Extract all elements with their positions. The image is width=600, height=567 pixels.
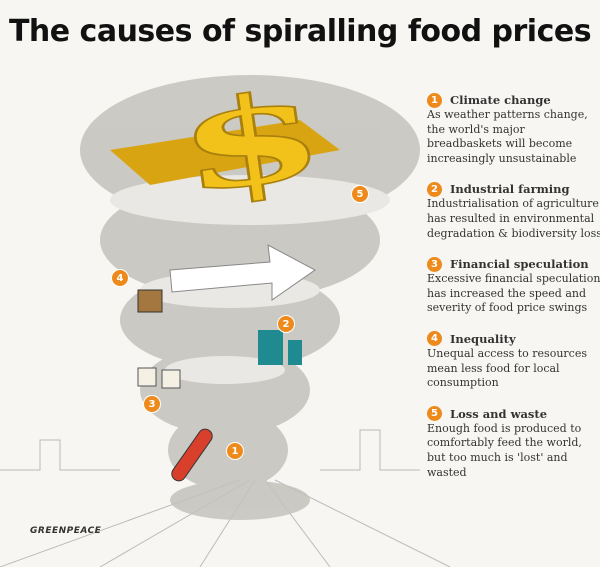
dice-icon bbox=[137, 367, 181, 389]
cause-text: Industrialisation of agriculture has res… bbox=[427, 197, 600, 240]
cause-heading: Loss and waste bbox=[450, 406, 548, 421]
cause-text: Enough food is produced to comfortably f… bbox=[427, 421, 582, 479]
greenpeace-logo: GREENPEACE bbox=[30, 526, 102, 536]
cause-item: 4 Inequality Unequal access to resources … bbox=[427, 331, 600, 391]
number-badge: 2 bbox=[427, 181, 442, 197]
city-skyline bbox=[0, 429, 451, 567]
cause-heading: Industrial farming bbox=[450, 182, 570, 197]
cause-text: Excessive financial speculation has incr… bbox=[427, 272, 600, 315]
cause-text: Unequal access to resources mean less fo… bbox=[427, 346, 587, 390]
cause-item: 2 Industrial farming Industrialisation of… bbox=[427, 181, 600, 241]
cause-item: 1 Climate change As weather patterns chan… bbox=[427, 92, 600, 166]
tractor-icon bbox=[258, 330, 302, 365]
marker-3: 3 bbox=[143, 395, 161, 413]
thermometer-icon bbox=[171, 428, 213, 482]
marker-2: 2 bbox=[277, 315, 295, 333]
number-badge: 1 bbox=[427, 92, 442, 108]
page-title: The causes of spiralling food prices bbox=[8, 14, 592, 49]
marker-5: 5 bbox=[351, 185, 369, 203]
cause-heading: Climate change bbox=[450, 93, 551, 107]
number-badge: 4 bbox=[427, 331, 442, 347]
dollar-sign-icon: $ bbox=[110, 61, 340, 223]
cause-heading: Inequality bbox=[450, 331, 516, 346]
number-badge: 3 bbox=[427, 256, 442, 272]
cause-heading: Financial speculation bbox=[450, 257, 589, 272]
arrow-icon bbox=[169, 244, 316, 301]
number-badge: 5 bbox=[427, 406, 442, 422]
cause-item: 3 Financial speculation Excessive financi… bbox=[427, 256, 600, 316]
marker-4: 4 bbox=[111, 269, 129, 287]
marker-1: 1 bbox=[226, 442, 244, 460]
causes-legend: 1 Climate change As weather patterns chan… bbox=[427, 92, 600, 495]
svg-text:$: $ bbox=[169, 62, 333, 222]
cause-text: As weather patterns change, the world's … bbox=[427, 108, 588, 165]
cause-item: 5 Loss and waste Enough food is produced … bbox=[427, 406, 600, 480]
sign-icon bbox=[137, 289, 163, 313]
